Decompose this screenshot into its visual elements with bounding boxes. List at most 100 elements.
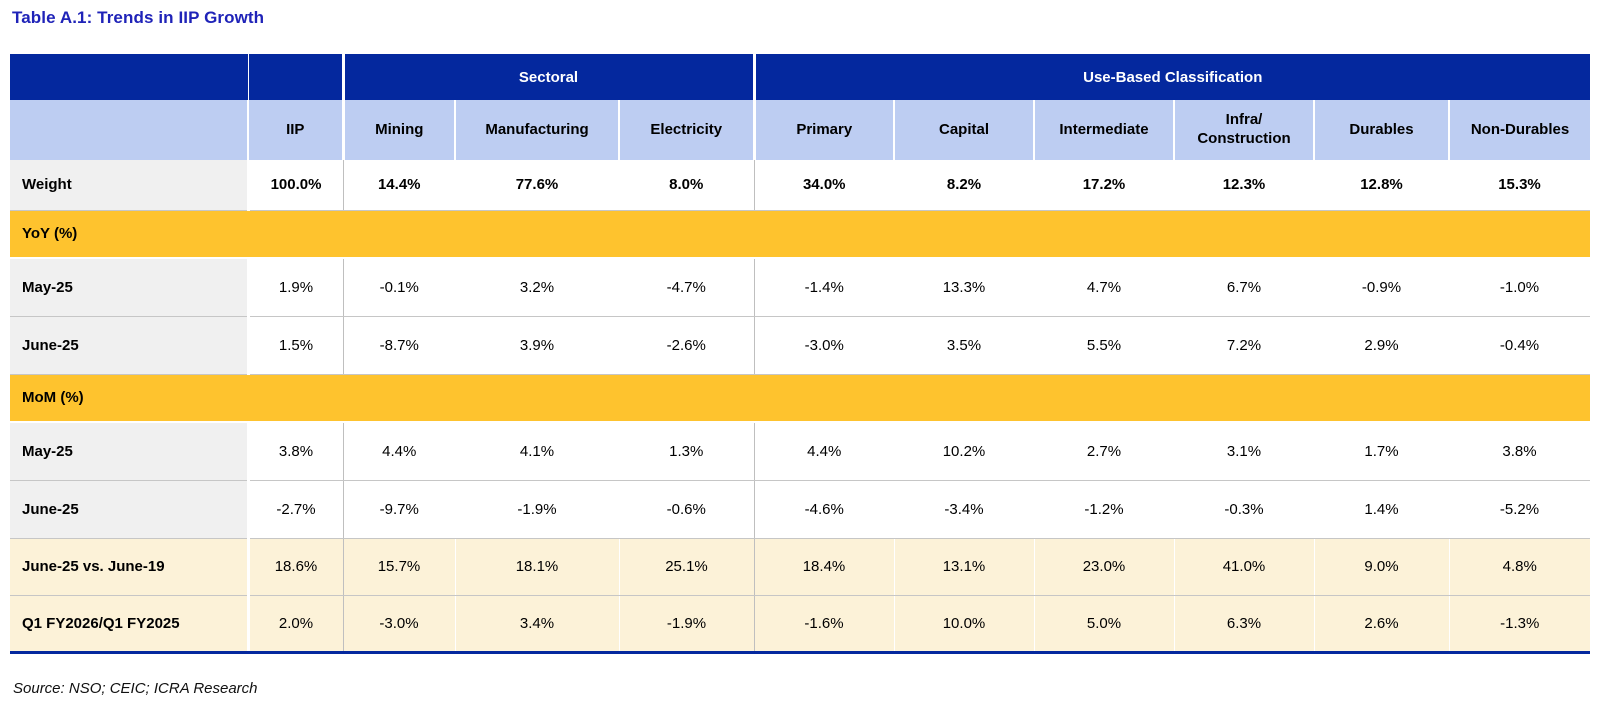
row-label: June-25 vs. June-19 — [10, 538, 250, 596]
cell: 14.4% — [342, 160, 455, 211]
cell: 4.7% — [1034, 258, 1174, 317]
cell: 5.5% — [1034, 316, 1174, 375]
row-label: June-25 — [10, 480, 250, 539]
cell: 15.7% — [342, 538, 455, 596]
table-row: June-25 vs. June-19 18.6% 15.7% 18.1% 25.1% 1… — [10, 538, 1590, 596]
cell: 10.2% — [894, 422, 1034, 481]
cell: 2.0% — [247, 595, 343, 654]
cell: 3.5% — [894, 316, 1034, 375]
cell: -1.3% — [1448, 595, 1590, 654]
table-body: Weight 100.0% 14.4% 77.6% 8.0% 34.0% 8.2% 17.2%… — [10, 160, 1590, 654]
cell: 9.0% — [1313, 538, 1449, 596]
col-header-durables: Durables — [1313, 100, 1449, 160]
table-row: June-25 1.5% -8.7% 3.9% -2.6% -3.0% 3.5% 5.5% 7.… — [10, 316, 1590, 375]
table-row: MoM (%) — [10, 373, 1590, 423]
row-label: May-25 — [10, 258, 250, 317]
cell: 1.7% — [1314, 422, 1449, 481]
row-label: Q1 FY2026/Q1 FY2025 — [10, 595, 250, 654]
cell: 12.8% — [1314, 160, 1449, 211]
col-header-manufacturing: Manufacturing — [454, 100, 619, 160]
cell: 1.9% — [248, 258, 343, 317]
cell: 13.1% — [893, 538, 1034, 596]
table-row: May-25 1.9% -0.1% 3.2% -4.7% -1.4% 13.3% 4.7% 6.… — [10, 258, 1590, 317]
cell: -1.9% — [618, 595, 754, 654]
cell: 25.1% — [618, 538, 754, 596]
cell: 5.0% — [1033, 595, 1174, 654]
col-header-intermediate: Intermediate — [1033, 100, 1174, 160]
cell: 2.9% — [1314, 316, 1449, 375]
col-header-non-durables: Non-Durables — [1448, 100, 1590, 160]
cell: -2.7% — [248, 480, 343, 539]
cell: 77.6% — [455, 160, 619, 211]
cell: 1.3% — [619, 422, 754, 481]
corner-cell — [10, 54, 248, 100]
cell: -0.9% — [1314, 258, 1449, 317]
cell: 13.3% — [894, 258, 1034, 317]
col-header-iip: IIP — [247, 100, 343, 160]
col-header-primary: Primary — [752, 100, 894, 160]
iip-table: Sectoral Use-Based Classification IIP Minin… — [10, 54, 1590, 654]
cell: -2.6% — [619, 316, 754, 375]
iip-spacer-cell — [247, 54, 343, 100]
cell: 41.0% — [1173, 538, 1314, 596]
row-label: June-25 — [10, 316, 250, 375]
table-header: Sectoral Use-Based Classification IIP Minin… — [10, 54, 1590, 160]
cell: -4.6% — [753, 480, 894, 539]
page-title: Table A.1: Trends in IIP Growth — [12, 8, 265, 27]
cell: 2.6% — [1313, 595, 1449, 654]
column-header-row: IIP Mining Manufacturing Electricity Primary… — [10, 100, 1590, 160]
col-header-infra-construction: Infra/ Construction — [1173, 100, 1314, 160]
table-row: June-25 -2.7% -9.7% -1.9% -0.6% -4.6% -3.4% -1.… — [10, 480, 1590, 539]
cell: -4.7% — [619, 258, 754, 317]
cell: 6.3% — [1173, 595, 1314, 654]
cell: 4.8% — [1448, 538, 1590, 596]
cell: -9.7% — [342, 480, 455, 539]
cell: 100.0% — [248, 160, 343, 211]
cell: 15.3% — [1449, 160, 1590, 211]
cell: 7.2% — [1174, 316, 1314, 375]
cell: 3.2% — [455, 258, 619, 317]
cell: 3.4% — [454, 595, 619, 654]
col-header-electricity: Electricity — [618, 100, 754, 160]
cell: 10.0% — [893, 595, 1034, 654]
cell: -0.6% — [619, 480, 754, 539]
cell: -0.4% — [1449, 316, 1590, 375]
source-note: Source: NSO; CEIC; ICRA Research — [13, 679, 258, 697]
cell: 3.9% — [455, 316, 619, 375]
row-label: May-25 — [10, 422, 250, 481]
cell: 1.5% — [248, 316, 343, 375]
cell: -3.4% — [894, 480, 1034, 539]
cell: -3.0% — [753, 316, 894, 375]
cell: 17.2% — [1034, 160, 1174, 211]
table-row: YoY (%) — [10, 209, 1590, 259]
table-row: Q1 FY2026/Q1 FY2025 2.0% -3.0% 3.4% -1.9% -1.… — [10, 595, 1590, 654]
group-header-use-based-classification: Use-Based Classification — [752, 54, 1590, 100]
cell: 4.4% — [342, 422, 455, 481]
cell: -1.0% — [1449, 258, 1590, 317]
table-row: May-25 3.8% 4.4% 4.1% 1.3% 4.4% 10.2% 2.7% 3.1% 1… — [10, 422, 1590, 481]
cell: 12.3% — [1174, 160, 1314, 211]
col-header-mining: Mining — [341, 100, 455, 160]
cell: 18.1% — [454, 538, 619, 596]
row-label: Weight — [10, 160, 250, 211]
cell: 34.0% — [753, 160, 894, 211]
section-band-mom: MoM (%) — [10, 373, 1590, 423]
group-header-row: Sectoral Use-Based Classification — [10, 54, 1590, 100]
cell: 18.6% — [247, 538, 343, 596]
cell: -5.2% — [1449, 480, 1590, 539]
cell: -1.6% — [753, 595, 894, 654]
cell: 2.7% — [1034, 422, 1174, 481]
cell: -0.1% — [342, 258, 455, 317]
cell: -3.0% — [342, 595, 455, 654]
cell: 6.7% — [1174, 258, 1314, 317]
cell: -1.9% — [455, 480, 619, 539]
cell: -1.4% — [753, 258, 894, 317]
cell: 3.1% — [1174, 422, 1314, 481]
table-row: Weight 100.0% 14.4% 77.6% 8.0% 34.0% 8.2% 17.2%… — [10, 160, 1590, 211]
cell: 4.1% — [455, 422, 619, 481]
cell: 18.4% — [753, 538, 894, 596]
group-header-sectoral: Sectoral — [341, 54, 754, 100]
page: Table A.1: Trends in IIP Growth Sectoral… — [10, 8, 1590, 697]
section-band-yoy: YoY (%) — [10, 209, 1590, 259]
col-header-blank — [10, 100, 248, 160]
